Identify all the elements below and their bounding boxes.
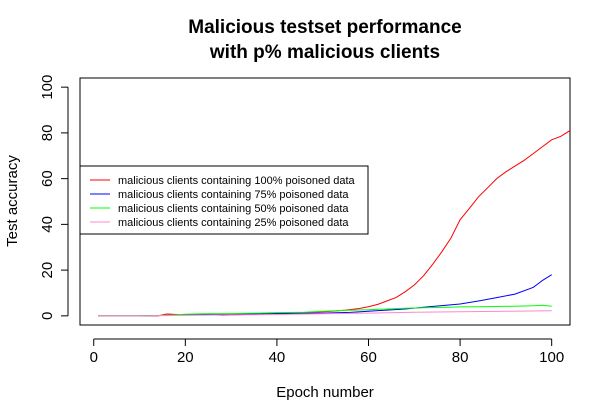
y-tick-label: 60: [39, 170, 56, 187]
x-tick-label: 40: [269, 349, 286, 366]
chart-title-line2: with p% malicious clients: [209, 42, 440, 63]
x-axis-label: Epoch number: [276, 384, 374, 401]
chart-title-line1: Malicious testset performance: [188, 17, 461, 38]
x-tick-label: 80: [452, 349, 469, 366]
y-tick-label: 80: [39, 125, 56, 142]
x-tick-label: 20: [177, 349, 194, 366]
legend: malicious clients containing 100% poison…: [79, 165, 369, 235]
x-tick-label: 100: [539, 349, 564, 366]
y-tick-label: 20: [39, 262, 56, 279]
y-axis: 0 20 40 60 80 100: [39, 75, 69, 320]
series-line-2: [98, 274, 552, 317]
y-tick-label: 100: [39, 75, 56, 100]
y-tick-label: 0: [39, 312, 56, 320]
series-line-4: [98, 310, 552, 317]
x-axis: 0 20 40 60 80 100: [90, 338, 564, 366]
series-layer: [98, 130, 570, 317]
legend-label-2: malicious clients containing 75% poisone…: [118, 189, 349, 201]
legend-label-1: malicious clients containing 100% poison…: [118, 175, 356, 187]
x-tick-label: 0: [90, 349, 98, 366]
x-tick-label: 60: [360, 349, 377, 366]
series-line-3: [98, 304, 552, 317]
y-tick-label: 40: [39, 216, 56, 233]
legend-label-3: malicious clients containing 50% poisone…: [118, 203, 349, 215]
legend-items: malicious clients containing 100% poison…: [90, 175, 356, 229]
legend-box: [79, 165, 369, 235]
y-axis-label: Test accuracy: [4, 155, 21, 247]
legend-label-4: malicious clients containing 25% poisone…: [118, 217, 349, 229]
